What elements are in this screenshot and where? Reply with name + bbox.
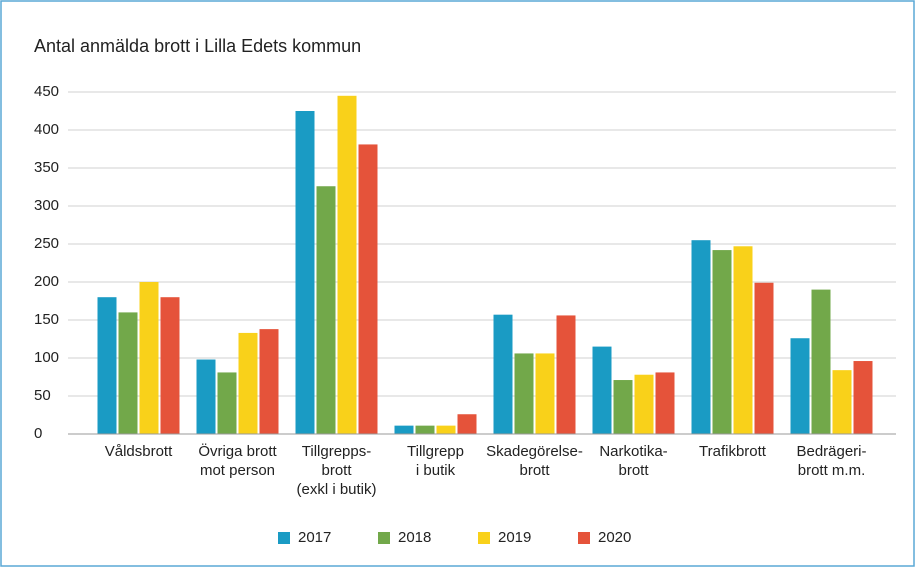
x-tick-label: Trafikbrott bbox=[699, 443, 767, 460]
bar bbox=[613, 380, 633, 434]
bar bbox=[139, 282, 159, 434]
bar bbox=[394, 425, 414, 434]
bar bbox=[790, 338, 810, 434]
bar bbox=[493, 314, 513, 434]
legend-label: 2018 bbox=[398, 529, 431, 546]
y-tick-label: 0 bbox=[34, 425, 42, 442]
x-tick-label: mot person bbox=[200, 462, 275, 479]
bar bbox=[415, 425, 435, 434]
bar bbox=[316, 186, 336, 434]
bar bbox=[754, 282, 774, 434]
bar bbox=[238, 332, 258, 434]
bar bbox=[118, 312, 138, 434]
x-tick-label: Skadegörelse- bbox=[486, 443, 583, 460]
y-tick-label: 350 bbox=[34, 159, 59, 176]
x-tick-label: brott bbox=[321, 462, 352, 479]
bar bbox=[535, 353, 555, 434]
x-tick-label: Tillgrepp bbox=[407, 443, 464, 460]
x-tick-label: Tillgrepps- bbox=[302, 443, 371, 460]
bar bbox=[358, 144, 378, 434]
bar bbox=[337, 95, 357, 435]
bar bbox=[556, 315, 576, 434]
y-tick-label: 450 bbox=[34, 83, 59, 100]
chart-title: Antal anmälda brott i Lilla Edets kommun bbox=[34, 36, 361, 56]
bar bbox=[259, 329, 279, 434]
x-tick-label: brott bbox=[618, 462, 649, 479]
y-tick-label: 50 bbox=[34, 387, 51, 404]
x-tick-label: Övriga brott bbox=[198, 442, 277, 460]
y-tick-label: 100 bbox=[34, 349, 59, 366]
bar bbox=[97, 297, 117, 434]
legend-swatch bbox=[578, 532, 590, 544]
legend-swatch bbox=[278, 532, 290, 544]
y-tick-label: 250 bbox=[34, 235, 59, 252]
bar bbox=[457, 414, 477, 434]
x-tick-label: brott bbox=[519, 462, 550, 479]
bar bbox=[217, 372, 237, 434]
legend-label: 2019 bbox=[498, 529, 531, 546]
bar bbox=[295, 111, 315, 434]
x-tick-label: Våldsbrott bbox=[105, 443, 173, 460]
y-tick-label: 200 bbox=[34, 273, 59, 290]
bar bbox=[514, 353, 534, 434]
bar bbox=[691, 240, 711, 434]
x-tick-label: i butik bbox=[416, 462, 456, 479]
bar bbox=[655, 372, 675, 434]
legend-label: 2017 bbox=[298, 529, 331, 546]
bar bbox=[436, 425, 456, 434]
bar bbox=[832, 370, 852, 434]
legend-swatch bbox=[378, 532, 390, 544]
bar bbox=[592, 346, 612, 434]
bar bbox=[196, 359, 216, 434]
legend-label: 2020 bbox=[598, 529, 631, 546]
x-tick-label: (exkl i butik) bbox=[296, 481, 376, 498]
bar bbox=[733, 246, 753, 434]
x-tick-label: Bedrägeri- bbox=[796, 443, 866, 460]
bar bbox=[853, 361, 873, 434]
x-tick-label: Narkotika- bbox=[599, 443, 667, 460]
bar bbox=[634, 374, 654, 434]
x-tick-label: brott m.m. bbox=[798, 462, 866, 479]
y-tick-label: 150 bbox=[34, 311, 59, 328]
bar bbox=[712, 250, 732, 434]
bar bbox=[811, 289, 831, 434]
bar bbox=[160, 297, 180, 434]
y-tick-label: 400 bbox=[34, 121, 59, 138]
legend-swatch bbox=[478, 532, 490, 544]
y-tick-label: 300 bbox=[34, 197, 59, 214]
